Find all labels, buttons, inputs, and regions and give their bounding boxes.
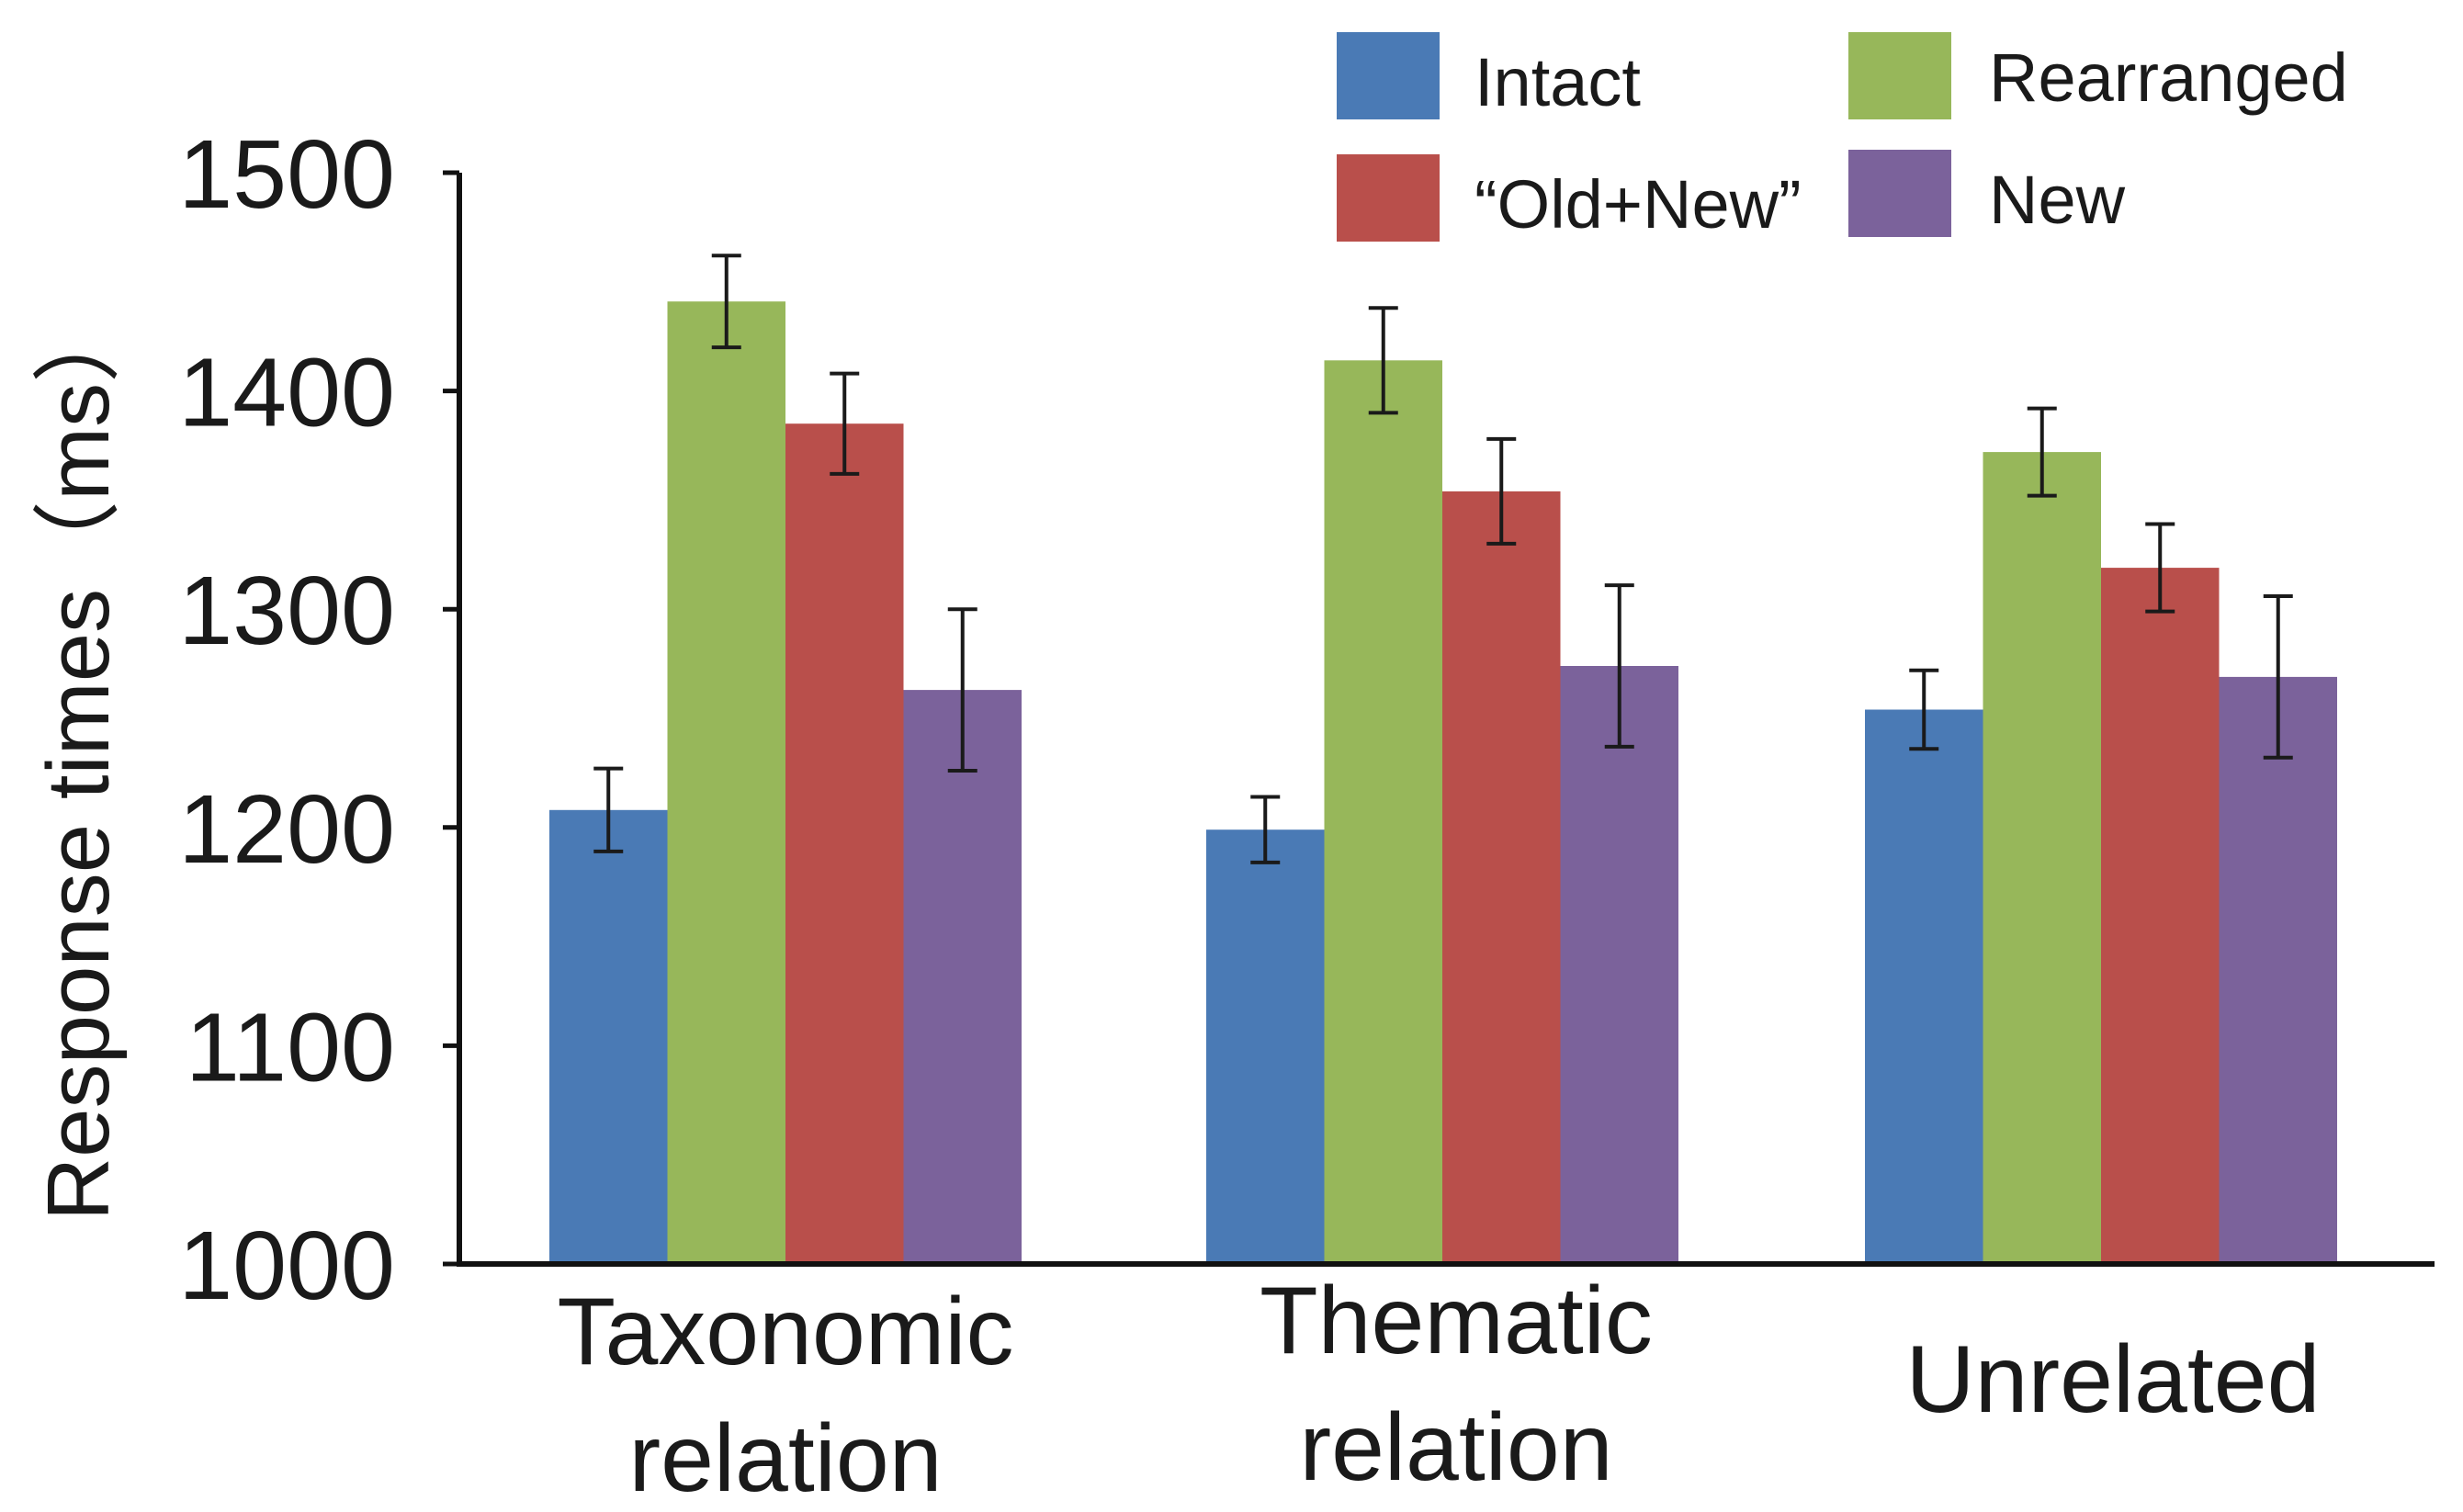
error-bars-layer	[593, 254, 2293, 864]
x-category-label-line-0: Unrelated	[1906, 1326, 2321, 1433]
bar-rearranged-2	[1983, 452, 2101, 1265]
error-bar-intact-1	[1250, 795, 1281, 864]
legend-label: Rearranged	[1989, 39, 2348, 116]
bar-oldnew-2	[2101, 568, 2220, 1264]
y-ticks-layer: 1000 1100 1200 1300 1400 1500	[178, 120, 459, 1320]
error-bar-new-0	[947, 607, 977, 773]
y-tick-label-1300: 1300	[178, 557, 395, 665]
legend-item-intact: Intact	[1337, 32, 1641, 120]
legend-item-oldnew: “Old+New”	[1337, 154, 1802, 243]
error-bar-new-2	[2263, 593, 2293, 760]
bar-new-1	[1560, 666, 1678, 1264]
error-bar-intact-0	[593, 766, 624, 853]
y-tick-label-1200: 1200	[178, 775, 395, 884]
y-tick-label-1400: 1400	[178, 339, 395, 447]
legend-swatch	[1337, 32, 1440, 119]
bar-rearranged-0	[667, 301, 785, 1265]
error-bar-oldnew-0	[830, 371, 860, 476]
legend-swatch	[1337, 154, 1440, 242]
bar-oldnew-0	[785, 423, 904, 1264]
legend-label: “Old+New”	[1474, 166, 1802, 243]
error-bar-intact-2	[1909, 668, 1939, 751]
legend-swatch	[1848, 32, 1951, 119]
error-bar-rearranged-2	[2027, 406, 2057, 498]
error-bar-oldnew-1	[1486, 436, 1517, 546]
error-bar-new-1	[1604, 583, 1634, 749]
x-category-label-line-0: Thematic	[1260, 1268, 1653, 1374]
y-axis-label: Response times（ms）	[29, 295, 128, 1221]
bars-layer	[549, 301, 2337, 1265]
bar-new-0	[903, 690, 1022, 1264]
x-category-0: Taxonomic relation	[557, 1279, 1013, 1512]
bar-intact-0	[549, 809, 668, 1264]
y-tick-label-1500: 1500	[178, 120, 395, 229]
axes-layer	[457, 173, 2435, 1267]
error-bar-oldnew-2	[2145, 522, 2175, 614]
legend-label: New	[1989, 162, 2126, 238]
legend-item-new: New	[1848, 150, 2126, 238]
bar-rearranged-1	[1324, 360, 1442, 1264]
legend-item-rearranged: Rearranged	[1848, 32, 2348, 119]
x-category-label-line-1: relation	[628, 1405, 942, 1512]
x-category-1: Thematic relation	[1260, 1268, 1653, 1501]
x-categories-layer: Taxonomic relation Thematic relation Unrelat…	[557, 1268, 2320, 1512]
legend-swatch	[1848, 150, 1951, 237]
legend-label: Intact	[1474, 44, 1641, 120]
y-tick-label-1000: 1000	[178, 1212, 395, 1320]
x-category-2: Unrelated	[1906, 1326, 2321, 1433]
x-category-label-line-0: Taxonomic	[557, 1279, 1013, 1385]
legend: Intact Rearranged “Old+New” New	[1337, 32, 2348, 243]
error-bar-rearranged-0	[711, 254, 741, 350]
bar-intact-2	[1865, 709, 1983, 1264]
x-category-label-line-1: relation	[1299, 1394, 1612, 1501]
bar-oldnew-1	[1442, 491, 1561, 1264]
bar-intact-1	[1206, 829, 1325, 1264]
y-tick-label-1100: 1100	[186, 993, 395, 1101]
error-bar-rearranged-1	[1368, 306, 1398, 415]
bar-new-2	[2219, 676, 2337, 1264]
